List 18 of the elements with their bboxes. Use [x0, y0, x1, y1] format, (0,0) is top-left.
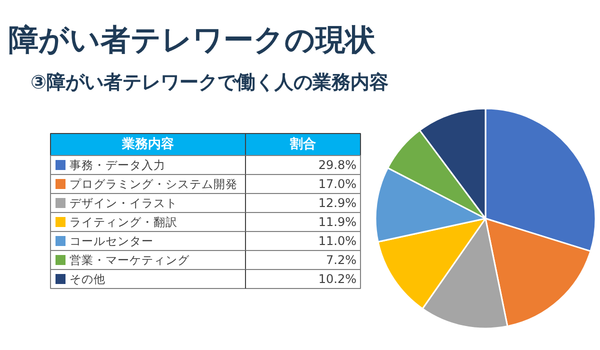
chart-subtitle: ③障がい者テレワークで働く人の業務内容 [30, 72, 389, 94]
legend-label: ライティング・翻訳 [70, 215, 178, 229]
data-label: 11.0% [318, 234, 357, 248]
legend-label: その他 [70, 272, 106, 286]
legend-label: コールセンター [70, 234, 154, 248]
legend-label: デザイン・イラスト [70, 196, 178, 210]
legend-label: 事務・データ入力 [70, 158, 166, 172]
text: 割合 [289, 136, 316, 152]
data-label: 11.9% [318, 215, 357, 229]
legend-label: プログラミング・システム開発 [70, 177, 238, 191]
legend-label: 営業・マーケティング [70, 253, 190, 267]
data-label: 7.2% [326, 253, 357, 267]
legend-title: 業務内容 [121, 136, 174, 152]
data-label: 29.8% [318, 158, 357, 172]
chart-title: 障がい者テレワークの現状 [8, 23, 376, 58]
data-label: 12.9% [318, 196, 357, 210]
data-label: 10.2% [318, 272, 357, 286]
data-label: 17.0% [318, 177, 357, 191]
